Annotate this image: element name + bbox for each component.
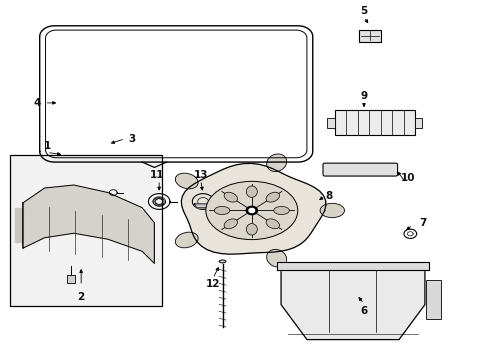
Ellipse shape [246, 224, 257, 235]
Text: 1: 1 [43, 141, 51, 151]
Bar [327, 118, 334, 128]
Text: 5: 5 [360, 6, 367, 17]
Ellipse shape [219, 260, 225, 263]
Text: 13: 13 [193, 170, 207, 180]
Text: 3: 3 [128, 134, 136, 144]
Ellipse shape [273, 206, 289, 215]
Ellipse shape [266, 249, 286, 267]
Ellipse shape [266, 154, 286, 172]
Ellipse shape [175, 232, 198, 248]
Text: 10: 10 [400, 173, 414, 183]
Ellipse shape [224, 219, 237, 229]
Text: 2: 2 [78, 292, 84, 302]
FancyBboxPatch shape [323, 163, 397, 176]
Ellipse shape [265, 219, 279, 229]
Text: 6: 6 [360, 306, 367, 316]
Bar [425, 280, 440, 319]
Bar [358, 30, 380, 42]
Polygon shape [22, 185, 154, 264]
Text: 7: 7 [418, 218, 426, 228]
Bar [414, 118, 422, 128]
Text: 12: 12 [205, 279, 220, 289]
Ellipse shape [205, 181, 297, 240]
Text: 4: 4 [34, 98, 41, 108]
Text: 9: 9 [360, 91, 367, 101]
Ellipse shape [320, 203, 344, 218]
Ellipse shape [265, 192, 279, 202]
Text: 11: 11 [149, 170, 163, 180]
Polygon shape [194, 204, 211, 208]
Polygon shape [15, 208, 22, 242]
Polygon shape [277, 262, 428, 270]
Polygon shape [181, 163, 325, 254]
Bar [334, 110, 414, 135]
Circle shape [248, 208, 254, 212]
Bar [66, 275, 75, 283]
Ellipse shape [224, 192, 237, 202]
Bar [10, 155, 161, 306]
Circle shape [245, 206, 257, 215]
Ellipse shape [246, 186, 257, 197]
Polygon shape [40, 26, 312, 162]
Text: 8: 8 [325, 191, 332, 201]
Ellipse shape [175, 173, 198, 189]
Ellipse shape [214, 206, 229, 215]
Polygon shape [281, 270, 424, 339]
